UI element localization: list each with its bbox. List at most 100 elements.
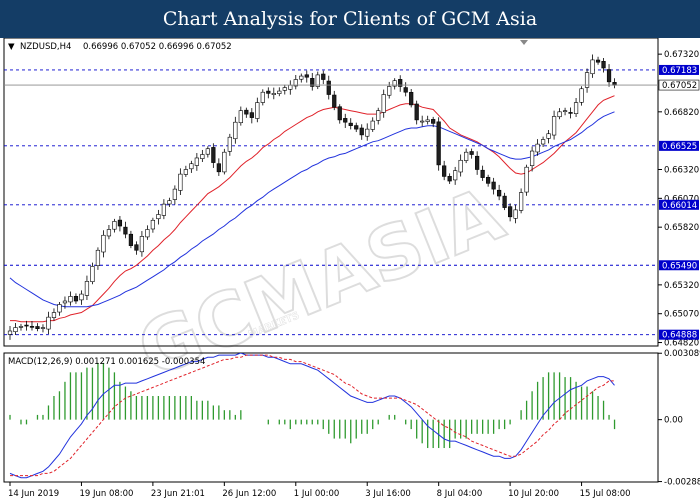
candle-body	[29, 326, 35, 328]
symbol-dropdown-icon[interactable]: ▼	[8, 42, 15, 52]
candle-body	[260, 91, 265, 103]
macd-y-axis: 0.003089 0.00 -0.00288	[658, 349, 700, 488]
price-y-axis: 0.67320 0.66820 0.66320 0.66070 0.65820 0.653…	[658, 50, 699, 349]
candle-body	[238, 110, 243, 124]
candle-body	[491, 181, 496, 190]
candle-body	[40, 327, 46, 329]
price-y-tick-label: 0.66820	[664, 108, 699, 118]
candle-body	[227, 136, 232, 152]
macd-y-tick-label: 0.003089	[664, 349, 700, 359]
level-price-tag	[659, 64, 699, 75]
candle-body	[112, 221, 117, 230]
x-tick-label: 3 Jul 16:00	[365, 489, 411, 499]
candle-body	[178, 173, 183, 191]
candle-body	[255, 102, 260, 119]
candle-body	[469, 151, 474, 155]
candle-body	[134, 244, 139, 251]
candle-body	[475, 155, 480, 170]
level-price-tag	[659, 329, 699, 340]
candle-body	[409, 92, 414, 106]
candle-body	[84, 281, 90, 296]
candle-body	[79, 293, 84, 301]
candle-body	[167, 200, 172, 205]
header-banner: Chart Analysis for Clients of GCM Asia	[0, 0, 700, 38]
chart-shift-marker-icon	[520, 40, 528, 45]
candle-body	[106, 229, 112, 237]
candle-body	[562, 110, 568, 112]
candle-body	[249, 112, 254, 118]
candle-body	[365, 128, 370, 137]
candle-body	[464, 151, 469, 161]
candle-body	[46, 316, 51, 330]
current-price: 0.67052	[4, 79, 700, 91]
candle-body	[117, 219, 123, 227]
candle-body	[68, 296, 73, 303]
candle-body	[480, 169, 485, 178]
candle-body	[216, 163, 221, 173]
candle-body	[271, 93, 276, 95]
price-y-tick-label: 0.65320	[664, 281, 699, 291]
candle-body	[513, 209, 518, 219]
x-tick-label: 26 Jun 12:00	[222, 489, 276, 499]
candle-body	[7, 330, 13, 335]
candle-body	[535, 143, 540, 153]
level-price-tag	[659, 260, 699, 271]
candle-body	[222, 151, 227, 173]
candle-body	[425, 119, 430, 122]
candle-body	[458, 159, 463, 173]
macd-y-tick-label: -0.00288	[664, 478, 700, 488]
candle-body	[145, 229, 150, 238]
support-resistance-levels: 0.67183 0.66525 0.66014 0.65490 0.64888	[4, 64, 699, 341]
candle-body	[244, 109, 249, 115]
candle-body	[282, 87, 287, 91]
candle-body	[156, 214, 161, 220]
ohlc-label: 0.66996 0.67052 0.66996 0.67052	[83, 42, 232, 52]
candle-body	[310, 78, 315, 87]
candle-body	[95, 249, 101, 266]
slow-ma-line	[9, 111, 615, 308]
candle-body	[497, 189, 502, 197]
macd-histogram	[9, 362, 616, 449]
candle-body	[557, 111, 562, 118]
candle-body	[90, 266, 95, 283]
candle-body	[590, 59, 595, 75]
candle-body	[299, 75, 304, 80]
current-price-label: 0.67052	[662, 81, 697, 91]
candle-body	[403, 87, 408, 93]
level-price-label: 0.66525	[662, 142, 697, 152]
macd-y-tick-label: 0.00	[664, 416, 683, 426]
candle-body	[518, 192, 524, 211]
candle-body	[51, 312, 57, 318]
candle-body	[447, 176, 452, 182]
current-price-tag	[658, 79, 700, 91]
candle-body	[584, 72, 590, 88]
signal-line	[10, 354, 615, 477]
candle-body	[551, 116, 557, 136]
x-tick-label: 10 Jul 20:00	[508, 489, 559, 499]
candle-body	[101, 234, 106, 253]
level-price-label: 0.66014	[662, 201, 697, 211]
candle-body	[326, 80, 331, 95]
candle-body	[436, 121, 441, 166]
candle-body	[601, 61, 606, 69]
x-tick-label: 14 Jun 2019	[8, 489, 59, 499]
candle-body	[529, 150, 535, 166]
candle-body	[606, 69, 612, 83]
level-price-label: 0.64888	[662, 331, 697, 341]
chart-svg: GCMASIA MARKETS 0.673200.668200.663200.6…	[3, 38, 700, 499]
candle-body	[348, 122, 353, 126]
moving-averages	[9, 95, 615, 323]
candle-body	[573, 102, 579, 114]
symbol-label: NZDUSD,H4	[20, 42, 71, 52]
candle-body	[183, 169, 188, 175]
candle-body	[205, 148, 210, 155]
candlesticks	[7, 54, 617, 340]
candle-body	[359, 127, 364, 136]
price-y-tick-label: 0.65070	[664, 310, 699, 320]
fast-ma-line	[10, 95, 615, 323]
candle-body	[57, 304, 62, 313]
candle-body	[315, 74, 320, 87]
macd-lines	[9, 353, 615, 479]
candle-body	[392, 80, 397, 87]
x-tick-label: 23 Jun 21:01	[151, 489, 205, 499]
